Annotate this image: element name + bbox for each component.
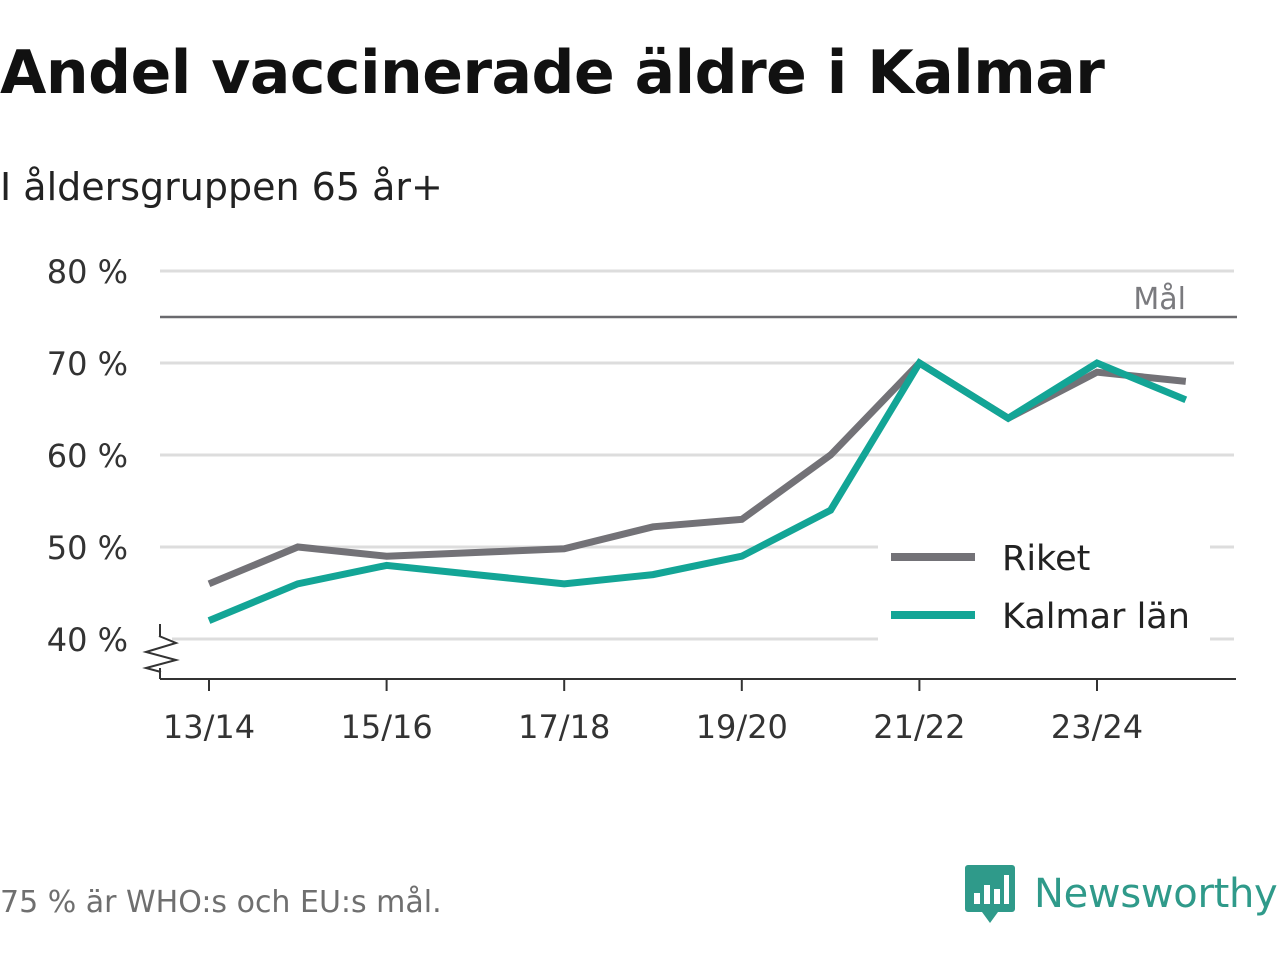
x-tick-label: 21/22 (873, 708, 965, 746)
x-tick-label: 13/14 (163, 708, 255, 746)
newsworthy-logo[interactable]: Newsworthy (964, 862, 1278, 926)
chart-title: Andel vaccinerade äldre i Kalmar (0, 38, 1105, 108)
newsworthy-logo-icon (965, 865, 1015, 923)
series-line-kalmar-län (207, 358, 1188, 624)
x-tick-label: 19/20 (696, 708, 788, 746)
axis-break-icon (142, 635, 180, 673)
x-tick-label: 23/24 (1051, 708, 1143, 746)
x-tick-label: 17/18 (518, 708, 610, 746)
chart-subtitle: I åldersgruppen 65 år+ (0, 165, 443, 209)
footnote: 75 % är WHO:s och EU:s mål. (0, 885, 442, 920)
goal-label: Mål (1133, 282, 1186, 317)
y-tick-label: 60 % (47, 437, 128, 475)
legend-label: Kalmar län (1002, 597, 1190, 637)
y-tick-label: 80 % (47, 253, 128, 291)
legend-label: Riket (1002, 539, 1090, 579)
y-tick-label: 70 % (47, 345, 128, 383)
y-tick-label: 40 % (47, 621, 128, 659)
y-tick-label: 50 % (47, 529, 128, 567)
brand-name: Newsworthy (1034, 871, 1278, 917)
x-tick-label: 15/16 (340, 708, 432, 746)
